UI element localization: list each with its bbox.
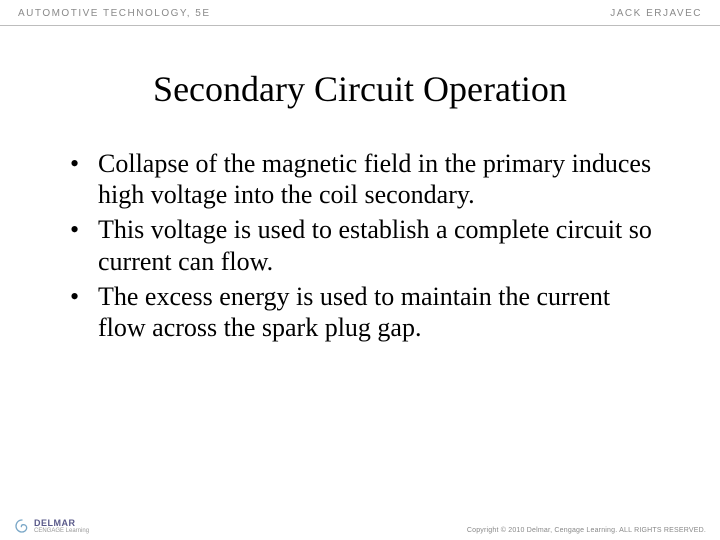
slide-title: Secondary Circuit Operation xyxy=(0,68,720,110)
swirl-icon xyxy=(14,518,30,534)
publisher-logo: DELMAR CENGAGE Learning xyxy=(14,518,89,534)
publisher-sub: CENGAGE Learning xyxy=(34,528,89,534)
copyright-text: Copyright © 2010 Delmar, Cengage Learnin… xyxy=(467,527,706,534)
slide-footer: DELMAR CENGAGE Learning Copyright © 2010… xyxy=(0,518,720,534)
publisher-name: DELMAR xyxy=(34,519,89,528)
list-item: This voltage is used to establish a comp… xyxy=(70,214,660,276)
bullet-list: Collapse of the magnetic field in the pr… xyxy=(70,148,660,343)
list-item: Collapse of the magnetic field in the pr… xyxy=(70,148,660,210)
list-item: The excess energy is used to maintain th… xyxy=(70,281,660,343)
header-left: AUTOMOTIVE TECHNOLOGY, 5E xyxy=(18,8,211,19)
publisher-text: DELMAR CENGAGE Learning xyxy=(34,519,89,534)
slide-header: AUTOMOTIVE TECHNOLOGY, 5E JACK ERJAVEC xyxy=(0,0,720,26)
content-area: Collapse of the magnetic field in the pr… xyxy=(0,148,720,343)
header-right: JACK ERJAVEC xyxy=(610,8,702,19)
